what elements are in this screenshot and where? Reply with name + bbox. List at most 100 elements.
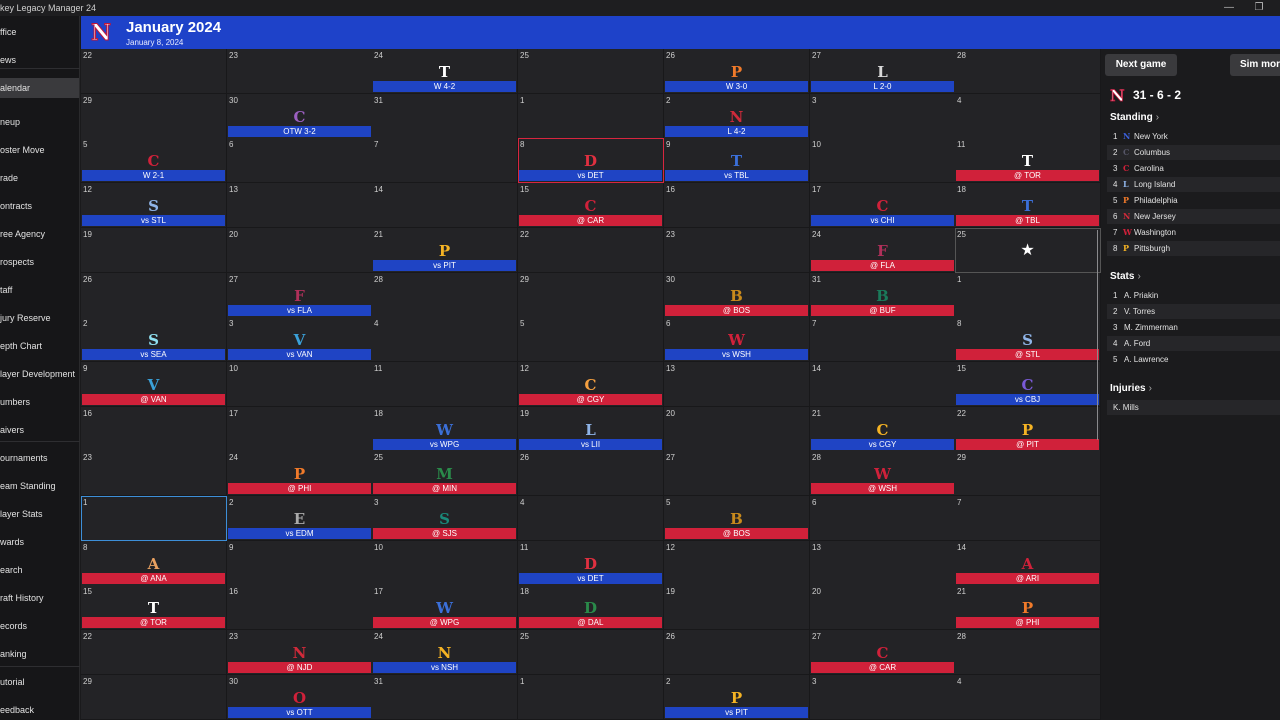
calendar-day[interactable]: 31 [372, 675, 518, 720]
calendar-day[interactable]: 16 [227, 585, 373, 630]
sidebar-item[interactable]: eedback [0, 705, 35, 715]
stats-row[interactable]: 2 V. Torres [1107, 304, 1280, 319]
calendar-day[interactable]: 6 [227, 138, 373, 183]
calendar-day[interactable]: 27 L L 2-0 [810, 49, 956, 94]
minimize-icon[interactable]: — [1224, 2, 1234, 13]
calendar-day[interactable]: 8 A @ ANA [81, 541, 227, 586]
calendar-day[interactable]: 17 [227, 407, 373, 452]
calendar-day[interactable]: 8 S @ STL [955, 317, 1101, 362]
stats-row[interactable]: 4 A. Ford [1107, 336, 1280, 351]
sidebar-item[interactable]: oster Move [0, 145, 45, 155]
sidebar-item[interactable]: neup [0, 117, 21, 127]
calendar-day[interactable]: 7 [372, 138, 518, 183]
calendar-day[interactable]: 6 [810, 496, 956, 541]
sidebar-item[interactable]: ffice [0, 27, 17, 37]
standing-row[interactable]: 8 P Pittsburgh [1107, 241, 1280, 256]
calendar-day[interactable]: 25 M @ MIN [372, 451, 518, 496]
calendar-day[interactable]: 18 T @ TBL [955, 183, 1101, 228]
calendar-day[interactable]: 7 [810, 317, 956, 362]
sidebar-item[interactable]: anking [0, 649, 27, 659]
calendar-day[interactable]: 18 D @ DAL [518, 585, 664, 630]
calendar-day[interactable]: 29 [518, 273, 664, 318]
calendar-day[interactable]: 13 [810, 541, 956, 586]
calendar-day[interactable]: 31 [372, 94, 518, 139]
calendar-day[interactable]: 9 [227, 541, 373, 586]
calendar-day[interactable]: 12 [664, 541, 810, 586]
calendar-day[interactable]: 28 [372, 273, 518, 318]
calendar-day[interactable]: 20 [664, 407, 810, 452]
sidebar-item[interactable]: earch [0, 565, 23, 575]
sidebar-item[interactable]: umbers [0, 397, 31, 407]
next-game-button[interactable]: Next game [1105, 54, 1177, 76]
sidebar-item[interactable]: eam Standing [0, 481, 56, 491]
sidebar-item[interactable]: taff [0, 285, 13, 295]
calendar-day[interactable]: 16 [81, 407, 227, 452]
calendar-day[interactable]: 1 [518, 94, 664, 139]
calendar-day[interactable]: 17 W @ WPG [372, 585, 518, 630]
calendar-day[interactable]: 13 [664, 362, 810, 407]
standing-row[interactable]: 1 N New York [1107, 129, 1280, 144]
sidebar-item[interactable]: wards [0, 537, 25, 547]
calendar-day[interactable]: 19 [81, 228, 227, 273]
calendar-day[interactable]: 20 [227, 228, 373, 273]
calendar-day[interactable]: 7 [955, 496, 1101, 541]
standing-row[interactable]: 3 C Carolina [1107, 161, 1280, 176]
calendar-day[interactable]: 26 [664, 630, 810, 675]
sidebar-item[interactable]: ree Agency [0, 229, 46, 239]
calendar-day[interactable]: 11 T @ TOR [955, 138, 1101, 183]
calendar-day[interactable]: 30 C OTW 3-2 [227, 94, 373, 139]
calendar-day[interactable]: 24 T W 4-2 [372, 49, 518, 94]
calendar-day[interactable]: 23 [81, 451, 227, 496]
calendar-day[interactable]: 4 [372, 317, 518, 362]
calendar-day[interactable]: 21 P @ PHI [955, 585, 1101, 630]
calendar-day[interactable]: 1 [955, 273, 1101, 318]
calendar-day[interactable]: 19 [664, 585, 810, 630]
calendar-day[interactable]: 25 ★ [955, 228, 1101, 273]
sidebar-item[interactable]: rade [0, 173, 19, 183]
calendar-day[interactable]: 25 [518, 630, 664, 675]
calendar-day[interactable]: 14 [810, 362, 956, 407]
calendar-day[interactable]: 26 [518, 451, 664, 496]
calendar-day[interactable]: 10 [372, 541, 518, 586]
calendar-day[interactable]: 15 T @ TOR [81, 585, 227, 630]
calendar-day[interactable]: 10 [227, 362, 373, 407]
calendar-day[interactable]: 14 A @ ARI [955, 541, 1101, 586]
calendar-day[interactable]: 12 C @ CGY [518, 362, 664, 407]
calendar-day[interactable]: 28 [955, 49, 1101, 94]
sidebar-item[interactable]: jury Reserve [0, 313, 51, 323]
standing-row[interactable]: 6 N New Jersey [1107, 209, 1280, 224]
calendar-day[interactable]: 28 W @ WSH [810, 451, 956, 496]
sim-button[interactable]: Sim mor [1230, 54, 1280, 76]
calendar-day[interactable]: 25 [518, 49, 664, 94]
calendar-day[interactable]: 14 [372, 183, 518, 228]
stats-header[interactable]: Stats › [1110, 271, 1141, 282]
calendar-day[interactable]: 1 [81, 496, 227, 541]
restore-icon[interactable]: ❐ [1254, 2, 1264, 13]
sidebar-item[interactable]: rospects [0, 257, 35, 267]
standing-row[interactable]: 4 L Long Island [1107, 177, 1280, 192]
calendar-day[interactable]: 22 [518, 228, 664, 273]
calendar-day[interactable]: 29 [81, 94, 227, 139]
calendar-day[interactable]: 24 F @ FLA [810, 228, 956, 273]
calendar-day[interactable]: 26 [81, 273, 227, 318]
sidebar-item[interactable]: alendar [0, 78, 79, 98]
standing-row[interactable]: 7 W Washington [1107, 225, 1280, 240]
calendar-day[interactable]: 29 [81, 675, 227, 720]
calendar-day[interactable]: 3 [810, 94, 956, 139]
calendar-day[interactable]: 10 [810, 138, 956, 183]
calendar-day[interactable]: 31 B @ BUF [810, 273, 956, 318]
calendar-day[interactable]: 5 B @ BOS [664, 496, 810, 541]
